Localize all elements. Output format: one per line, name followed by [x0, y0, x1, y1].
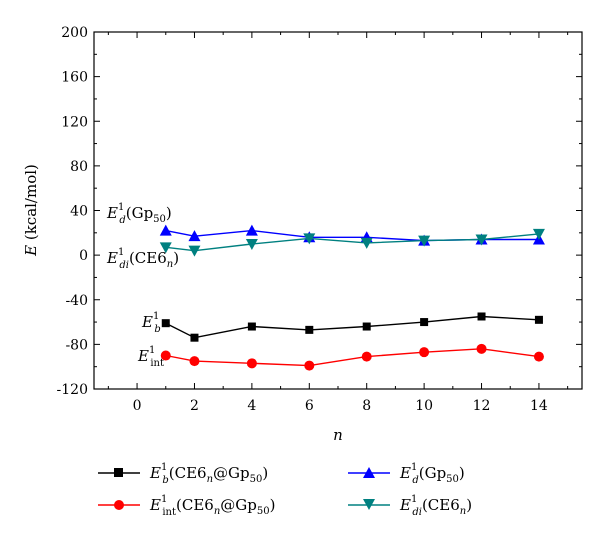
series-triangle-down: [159, 228, 545, 257]
data-point: [305, 325, 314, 334]
data-point: [477, 312, 486, 321]
series-square: [161, 312, 543, 342]
data-point: [245, 238, 258, 250]
legend-label-ed: E1 d(Gp50): [399, 462, 465, 486]
x-tick-label: 14: [530, 398, 548, 414]
annotation-edi: E1 di(CE6n): [106, 247, 179, 271]
data-point: [247, 322, 256, 331]
series-circle: [160, 343, 544, 371]
legend-marker-triangle-up: [363, 467, 375, 478]
y-tick-label: -40: [65, 293, 88, 309]
data-point: [304, 360, 315, 371]
x-tick-label: 4: [247, 398, 256, 414]
x-tick-label: 6: [305, 398, 314, 414]
legend-item-eb: E1 b(CE6n@Gp50): [98, 462, 268, 486]
x-axis-title: n: [333, 426, 343, 444]
legend-marker-triangle-down: [363, 499, 375, 510]
y-tick-label: 200: [61, 25, 88, 41]
y-tick-label: 0: [79, 248, 88, 264]
legend-item-edi: E1 di(CE6n): [348, 494, 472, 518]
data-point: [161, 319, 170, 328]
data-point: [189, 356, 200, 367]
legend-label-eb: E1 b(CE6n@Gp50): [149, 462, 268, 486]
data-point: [188, 230, 201, 242]
x-tick-label: 10: [415, 398, 433, 414]
series-line: [165, 233, 539, 252]
annotation-eint: E1 int: [137, 345, 164, 369]
data-point: [533, 351, 544, 362]
data-point: [361, 351, 372, 362]
legend: E1 b(CE6n@Gp50) E1 int(CE6n@Gp50) E1 d(Gp50…: [98, 462, 472, 518]
series-line: [165, 348, 539, 367]
y-tick-label: 80: [70, 159, 88, 175]
x-tick-label: 12: [473, 398, 491, 414]
y-tick-label: -80: [65, 337, 88, 353]
series-line: [165, 315, 539, 339]
data-point: [532, 228, 545, 240]
axis-ticks: 0 2 4 6 8 10 12 14 -120 -80 -40 0 40 80 120 160 200: [57, 25, 582, 414]
legend-item-eint: E1 int(CE6n@Gp50): [98, 494, 275, 518]
data-point: [303, 233, 316, 245]
legend-marker-circle: [114, 500, 124, 510]
y-axis-title: E (kcal/mol): [22, 164, 40, 257]
legend-label-eint: E1 int(CE6n@Gp50): [149, 494, 275, 518]
legend-item-ed: E1 d(Gp50): [348, 462, 465, 486]
y-tick-label: 120: [61, 114, 88, 130]
data-point: [360, 237, 373, 249]
legend-marker-square: [114, 468, 123, 477]
data-point: [420, 318, 429, 327]
y-tick-label: -120: [57, 382, 88, 398]
y-tick-label: 160: [61, 70, 88, 86]
data-point: [190, 333, 199, 342]
data-point: [246, 358, 257, 369]
x-tick-label: 8: [362, 398, 371, 414]
data-point: [476, 343, 487, 354]
data-point: [418, 235, 431, 247]
annotation-ed: E1 d(Gp50): [106, 202, 172, 226]
data-point: [159, 224, 172, 236]
series-layer: [159, 224, 545, 371]
legend-label-edi: E1 di(CE6n): [399, 494, 472, 518]
data-point: [475, 234, 488, 246]
x-tick-label: 2: [190, 398, 199, 414]
data-point: [362, 322, 371, 331]
annotation-eb: E1 b: [141, 311, 161, 335]
data-point: [159, 242, 172, 254]
data-point: [188, 245, 201, 257]
data-point: [419, 347, 430, 358]
data-point: [160, 350, 171, 361]
data-point: [245, 224, 258, 236]
x-tick-label: 0: [133, 398, 142, 414]
y-tick-label: 40: [70, 204, 88, 220]
data-point: [534, 315, 543, 324]
